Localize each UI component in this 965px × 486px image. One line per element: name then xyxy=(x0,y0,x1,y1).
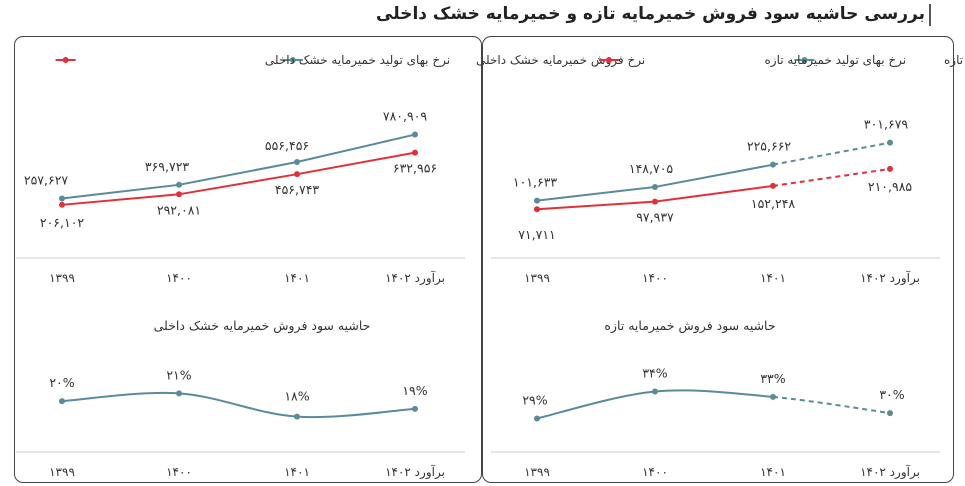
dry_price-series-0-segment xyxy=(61,183,180,200)
dry_price-series-0-data-label: ۵۵۶,۴۵۶ xyxy=(265,138,309,153)
dry_margin-x-tick-label: برآورد ۱۴۰۲ xyxy=(385,464,445,480)
dry_margin-x-tick-label: ۱۳۹۹ xyxy=(49,465,75,479)
title-bar: بررسی حاشیه سود فروش خمیرمایه تازه و خمی… xyxy=(0,0,965,32)
dry_price-series-1-segment xyxy=(61,193,180,206)
dry_margin-series-0-data-label: ۱۸% xyxy=(284,389,309,404)
dry_price-series-1-data-label: ۲۰۶,۱۰۲ xyxy=(40,215,85,230)
fresh_price-series-0-point xyxy=(652,183,658,190)
dry_price-series-1-data-label: ۲۹۲,۰۸۱ xyxy=(157,202,201,217)
fresh_margin-series-0-point xyxy=(652,388,658,395)
fresh_price-series-1-data-label: ۹۷,۹۳۷ xyxy=(636,210,674,225)
dry_price-x-tick-label: ۱۴۰۱ xyxy=(284,271,310,285)
fresh_price-x-tick-label: برآورد ۱۴۰۲ xyxy=(860,270,920,286)
dry_price-series-1-point xyxy=(59,201,65,208)
dry_price-series-1-segment xyxy=(178,173,298,196)
dry_price-x-tick-label: ۱۴۰۰ xyxy=(166,271,192,285)
fresh_margin-series-0-data-label: ۲۹% xyxy=(522,392,547,407)
dry_margin-series-line xyxy=(61,391,416,419)
fresh_margin-series-0-point xyxy=(887,410,893,417)
fresh_price-series-1-segment xyxy=(772,167,891,187)
dry_price-series-0-point xyxy=(59,195,65,202)
fresh_margin-chart-title: حاشیه سود فروش خمیرمایه تازه xyxy=(604,318,775,334)
fresh_margin-x-tick-label: ۱۴۰۱ xyxy=(760,465,786,479)
dry_margin-series-0-point xyxy=(59,398,65,405)
fresh_price-legend-label: نرخ فروش خمیرمایه تازه xyxy=(944,53,965,68)
title-accent-bar xyxy=(929,4,931,26)
fresh_margin-x-tick-label: برآورد ۱۴۰۲ xyxy=(860,464,920,480)
dry_price-series-0-data-label: ۷۸۰,۹۰۹ xyxy=(383,109,428,124)
dry_price-series-1-data-label: ۴۵۶,۷۴۳ xyxy=(275,182,320,197)
fresh_margin-series-line-forecast xyxy=(772,395,891,415)
dry_price-series-0-data-label: ۳۶۹,۷۲۳ xyxy=(145,159,190,174)
fresh_margin-series-0-data-label: ۳۳% xyxy=(760,371,785,386)
dry_price-series-0-segment xyxy=(178,161,298,186)
dry_margin-series-0-point xyxy=(176,390,182,397)
dry_price-series-1-point xyxy=(412,149,418,156)
dry_margin-chart-title: حاشیه سود فروش خمیرمایه خشک داخلی xyxy=(154,318,371,334)
fresh_price-x-tick-label: ۱۴۰۰ xyxy=(642,271,668,285)
dry_margin-series-0-point xyxy=(294,413,300,420)
dry_price-x-tick-label: برآورد ۱۴۰۲ xyxy=(385,270,445,286)
dry_price-legend-swatch-marker xyxy=(62,57,69,63)
dry_margin-x-tick-label: ۱۴۰۰ xyxy=(166,465,192,479)
fresh_price-series-0-point xyxy=(534,197,540,204)
fresh_margin-series-0-point xyxy=(770,393,776,400)
fresh_margin-x-tick-label: ۱۳۹۹ xyxy=(524,465,550,479)
dry_margin-series-0-data-label: ۲۱% xyxy=(166,367,191,382)
fresh_price-series-1-point xyxy=(887,165,893,172)
dry_price-series-0-point xyxy=(412,131,418,138)
fresh_price-series-0-segment xyxy=(772,141,891,166)
fresh_price-series-1-data-label: ۱۵۲,۲۴۸ xyxy=(751,196,796,211)
fresh_price-series-1-point xyxy=(652,198,658,205)
dry_price-series-1-point xyxy=(294,171,300,178)
fresh_price-legend-swatch-marker xyxy=(801,57,808,63)
fresh_price-series-0-data-label: ۱۰۱,۶۳۳ xyxy=(513,175,558,190)
fresh_price-series-0-data-label: ۱۴۸,۷۰۵ xyxy=(629,161,674,176)
fresh_price-series-1-data-label: ۷۱,۷۱۱ xyxy=(518,227,556,242)
fresh_price-series-0-segment xyxy=(654,163,774,188)
fresh_price-series-1-point xyxy=(770,182,776,189)
dry_margin-series-0-data-label: ۱۹% xyxy=(402,383,427,398)
page-title: بررسی حاشیه سود فروش خمیرمایه تازه و خمی… xyxy=(376,4,925,24)
dry_margin-series-0-data-label: ۲۰% xyxy=(49,375,74,390)
dry_price-series-0-segment xyxy=(296,133,416,163)
fresh_price-series-0-point xyxy=(887,139,893,146)
dry_margin-x-tick-label: ۱۴۰۱ xyxy=(284,465,310,479)
fresh_margin-series-line xyxy=(536,389,774,420)
fresh_margin-series-0-data-label: ۳۰% xyxy=(879,387,904,402)
fresh_price-legend-label: نرخ بهای تولید خمیرمایه تازه xyxy=(765,53,907,68)
fresh_margin-series-0-point xyxy=(534,415,540,422)
fresh_price-series-0-data-label: ۳۰۱,۶۷۹ xyxy=(864,117,909,132)
fresh_price-series-1-segment xyxy=(536,200,656,211)
dry_price-series-1-data-label: ۶۳۲,۹۵۶ xyxy=(393,161,437,176)
dry_price-legend-label: نرخ فروش خمیرمایه خشک داخلی xyxy=(476,53,645,68)
fresh_price-series-0-data-label: ۲۲۵,۶۶۲ xyxy=(747,139,792,154)
dry_price-series-0-data-label: ۲۵۷,۶۲۷ xyxy=(24,173,69,188)
fresh_price-series-1-segment xyxy=(654,184,774,203)
fresh_price-series-1-data-label: ۲۱۰,۹۸۵ xyxy=(868,179,913,194)
fresh_price-x-tick-label: ۱۳۹۹ xyxy=(524,271,550,285)
dry_price-x-tick-label: ۱۳۹۹ xyxy=(49,271,75,285)
fresh_margin-x-tick-label: ۱۴۰۰ xyxy=(642,465,668,479)
fresh_price-series-0-segment xyxy=(536,185,656,202)
dry_margin-series-0-point xyxy=(412,405,418,412)
dry-yeast-panel xyxy=(14,36,482,483)
dry_price-legend-swatch-marker xyxy=(289,57,296,63)
fresh_price-legend-swatch-marker xyxy=(605,57,612,63)
dry_price-series-0-point xyxy=(176,181,182,188)
dry_price-series-0-point xyxy=(294,158,300,165)
fresh_margin-series-0-data-label: ۳۴% xyxy=(642,366,667,381)
fresh-yeast-panel xyxy=(482,36,954,483)
dry_price-series-1-point xyxy=(176,191,182,198)
dry_price-legend-label: نرخ بهای تولید خمیرمایه خشک داخلی xyxy=(265,53,450,68)
dry_price-series-1-segment xyxy=(296,151,416,176)
fresh_price-series-1-point xyxy=(534,206,540,213)
fresh_price-x-tick-label: ۱۴۰۱ xyxy=(760,271,786,285)
fresh_price-series-0-point xyxy=(770,161,776,168)
